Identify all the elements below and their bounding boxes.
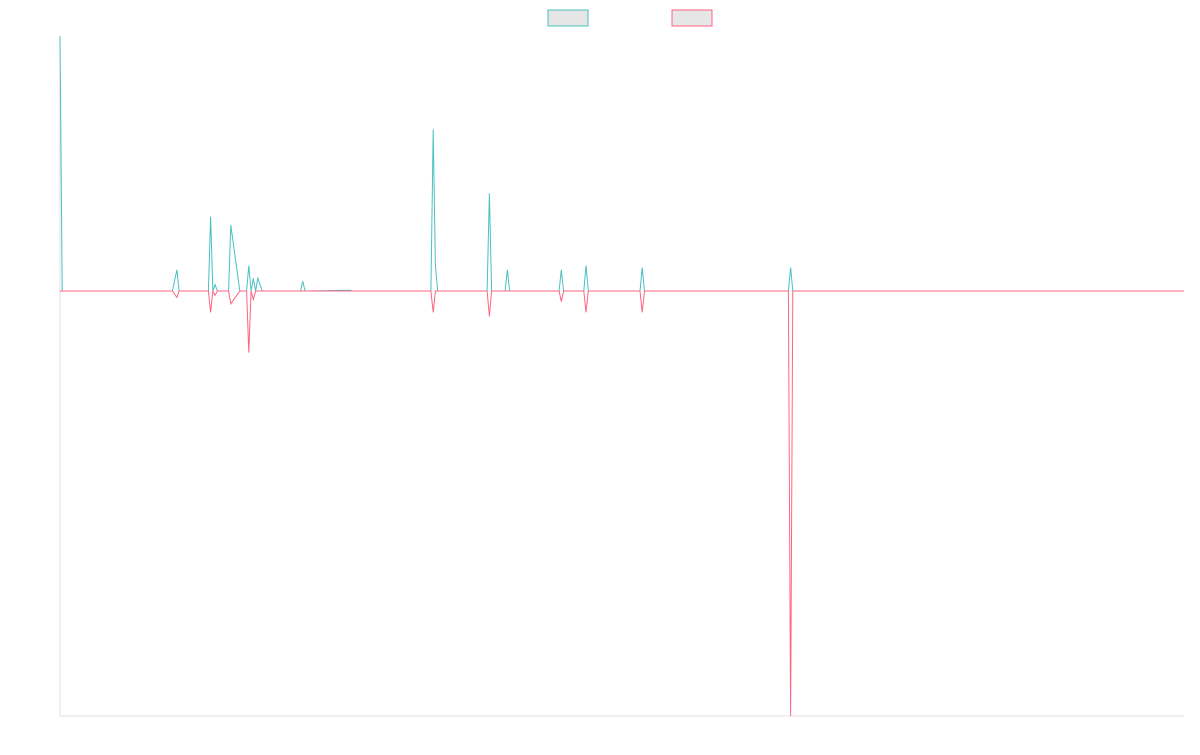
legend-swatch-1 xyxy=(547,9,589,27)
axes xyxy=(59,36,1184,717)
series-line-1 xyxy=(59,35,1184,292)
series-lines xyxy=(59,35,1184,717)
series-line-2 xyxy=(60,289,1184,717)
legend xyxy=(547,9,713,27)
legend-swatch-2 xyxy=(671,9,713,27)
